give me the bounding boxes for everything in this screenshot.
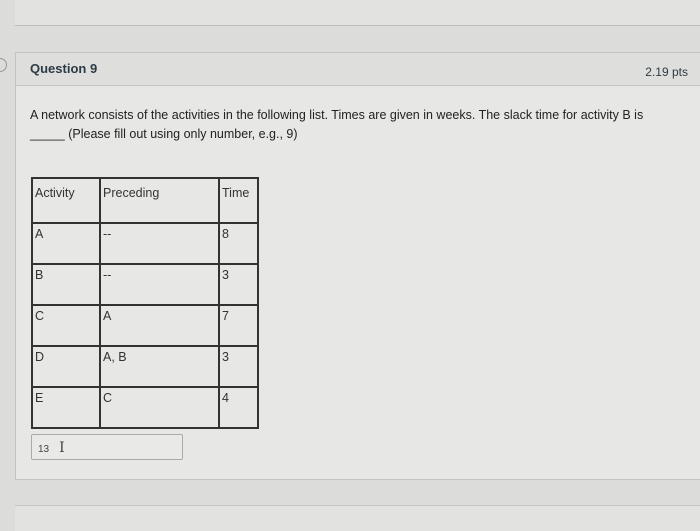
table-cell: 4 [218, 386, 259, 429]
table-cell: 3 [218, 345, 259, 388]
table-cell: B [31, 263, 101, 306]
table-header-row: Activity Preceding Time [31, 177, 259, 224]
question-title: Question 9 [30, 61, 98, 76]
answer-value: 13 [38, 444, 50, 455]
table-cell: D [31, 345, 101, 388]
table-cell: 7 [218, 304, 259, 347]
next-question-edge [15, 505, 700, 531]
previous-question-edge [15, 0, 700, 26]
table-cell: Preceding [99, 177, 220, 224]
question-card: Question 9 2.19 pts A network consists o… [15, 52, 700, 480]
table-row: B -- 3 [31, 263, 259, 306]
table-cell: A, B [99, 345, 220, 388]
text-cursor-icon: I [59, 440, 65, 456]
table-cell: -- [99, 263, 220, 306]
table-cell: A [31, 222, 101, 265]
table-cell: A [99, 304, 220, 347]
table-cell: 3 [218, 263, 259, 306]
table-cell: E [31, 386, 101, 429]
table-cell: C [99, 386, 220, 429]
question-text-line: A network consists of the activities in … [30, 108, 644, 122]
table-cell: Time [218, 177, 259, 224]
question-points: 2.19 pts [645, 65, 688, 79]
table-row: A -- 8 [31, 222, 259, 265]
table-cell: -- [99, 222, 220, 265]
answer-input[interactable]: 13 I [31, 434, 183, 460]
question-text-line: _____ (Please fill out using only number… [30, 127, 298, 141]
question-text: A network consists of the activities in … [30, 106, 680, 144]
question-flag-icon[interactable] [0, 58, 7, 72]
table-cell: Activity [31, 177, 101, 224]
question-header: Question 9 2.19 pts [16, 53, 700, 86]
table-cell: C [31, 304, 101, 347]
table-cell: 8 [218, 222, 259, 265]
